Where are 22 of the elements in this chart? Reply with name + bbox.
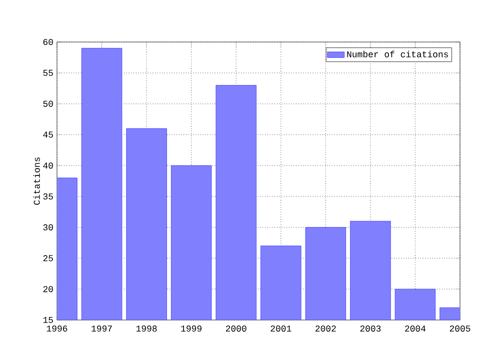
y-tick-label: 20 xyxy=(43,286,53,292)
x-tick-label: 1997 xyxy=(92,326,112,332)
y-tick-label: 45 xyxy=(43,132,53,138)
y-tick-label: 25 xyxy=(43,255,53,262)
x-tick-label: 2004 xyxy=(405,326,426,332)
x-tick-label: 2001 xyxy=(270,326,292,332)
x-tick-label: 1999 xyxy=(181,326,202,332)
y-tick-label: 15 xyxy=(43,317,53,324)
x-tick-label: 2000 xyxy=(226,326,246,332)
y-tick-label: 35 xyxy=(43,193,53,200)
x-tick-label: 2002 xyxy=(316,326,336,332)
x-tick-label: 2003 xyxy=(360,326,381,332)
y-tick-label: 55 xyxy=(43,70,53,76)
x-tick-label: 1996 xyxy=(46,326,68,332)
legend-label: Number of citations xyxy=(347,50,448,58)
y-tick-label: 60 xyxy=(43,38,53,46)
x-tick-label: 2005 xyxy=(450,326,470,332)
x-tick-label: 1998 xyxy=(136,326,157,332)
y-tick-label: 30 xyxy=(43,224,53,230)
y-tick-label: 40 xyxy=(43,162,53,169)
y-tick-label: 50 xyxy=(43,100,53,107)
y-axis-title: Citations xyxy=(33,158,40,205)
